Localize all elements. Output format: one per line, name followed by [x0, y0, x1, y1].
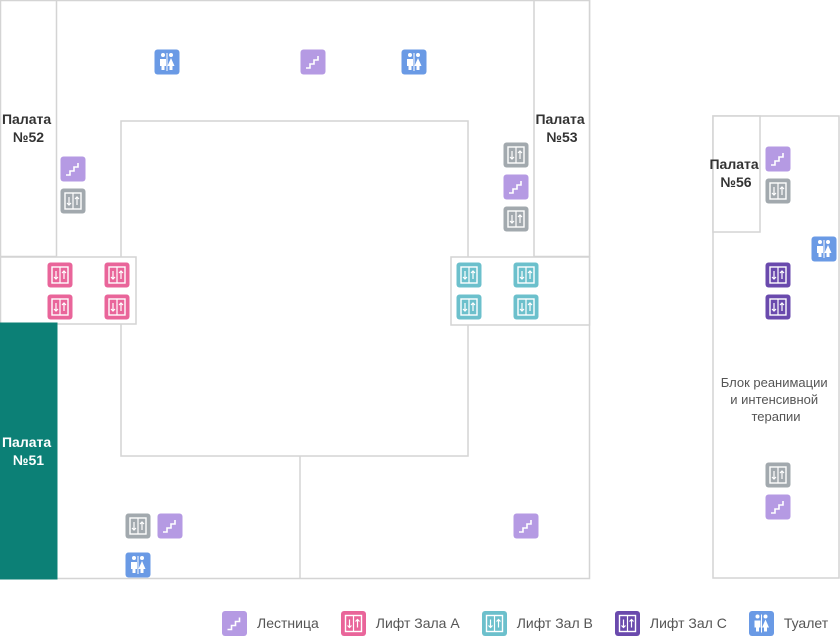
- elevator-icon: [481, 610, 507, 636]
- elevator-icon[interactable]: [503, 142, 529, 168]
- elevator-icon: [614, 610, 640, 636]
- main-building: [0, 0, 591, 580]
- room-ward-53[interactable]: [533, 0, 591, 258]
- stairs-icon[interactable]: [765, 494, 791, 520]
- elevator-icon[interactable]: [47, 294, 73, 320]
- ward-53-label: Палата №53: [535, 111, 588, 145]
- legend-elevator-c-label: Лифт Зал С: [649, 615, 727, 631]
- toilet-icon: [748, 610, 774, 636]
- elevator-icon[interactable]: [104, 262, 130, 288]
- elevator-icon[interactable]: [456, 294, 482, 320]
- elevator-icon[interactable]: [104, 294, 130, 320]
- map-legend: Лестница Лифт Зала А Лифт Зал В Лифт Зал…: [222, 609, 828, 637]
- room-ward-52[interactable]: [0, 0, 58, 258]
- elevator-icon[interactable]: [60, 188, 86, 214]
- legend-elevator-b[interactable]: Лифт Зал В: [481, 610, 593, 636]
- stairs-icon: [222, 610, 247, 636]
- elevator-hall-a: [0, 256, 137, 325]
- toilet-icon[interactable]: [125, 552, 151, 578]
- legend-elevator-c[interactable]: Лифт Зал С: [614, 610, 727, 636]
- ward-56-label: Палата №56: [709, 156, 762, 190]
- elevator-icon[interactable]: [513, 262, 539, 288]
- elevator-icon[interactable]: [765, 178, 791, 204]
- elevator-icon[interactable]: [503, 206, 529, 232]
- elevator-icon[interactable]: [765, 262, 791, 288]
- elevator-icon: [340, 610, 366, 636]
- stairs-icon[interactable]: [513, 513, 539, 539]
- stairs-icon[interactable]: [503, 174, 529, 200]
- legend-elevator-a[interactable]: Лифт Зала А: [340, 610, 460, 636]
- elevator-icon[interactable]: [765, 462, 791, 488]
- stairs-icon[interactable]: [300, 49, 326, 75]
- courtyard: [120, 120, 469, 457]
- elevator-icon[interactable]: [456, 262, 482, 288]
- legend-toilet-label: Туалет: [783, 615, 829, 631]
- map-markers: [47, 49, 837, 578]
- legend-stairs-label: Лестница: [257, 615, 319, 631]
- toilet-icon[interactable]: [154, 49, 180, 75]
- room-ward-51[interactable]: [0, 322, 58, 580]
- elevator-icon[interactable]: [125, 513, 151, 539]
- elevator-icon[interactable]: [513, 294, 539, 320]
- toilet-icon[interactable]: [811, 236, 837, 262]
- elevator-hall-b: [450, 256, 591, 326]
- ward-51-label: Палата №51: [2, 434, 55, 468]
- stairs-icon[interactable]: [157, 513, 183, 539]
- legend-elevator-a-label: Лифт Зала А: [375, 615, 460, 631]
- elevator-icon[interactable]: [47, 262, 73, 288]
- legend-stairs[interactable]: Лестница: [222, 610, 319, 636]
- legend-toilet[interactable]: Туалет: [748, 610, 829, 636]
- icu-label: Блок реанимации и интенсивной терапии: [721, 375, 832, 424]
- room-ward-56[interactable]: [712, 115, 761, 233]
- elevator-icon[interactable]: [765, 294, 791, 320]
- stairs-icon[interactable]: [765, 146, 791, 172]
- stairs-icon[interactable]: [60, 156, 86, 182]
- ward-52-label: Палата №52: [2, 111, 55, 145]
- legend-elevator-b-label: Лифт Зал В: [516, 615, 593, 631]
- toilet-icon[interactable]: [401, 49, 427, 75]
